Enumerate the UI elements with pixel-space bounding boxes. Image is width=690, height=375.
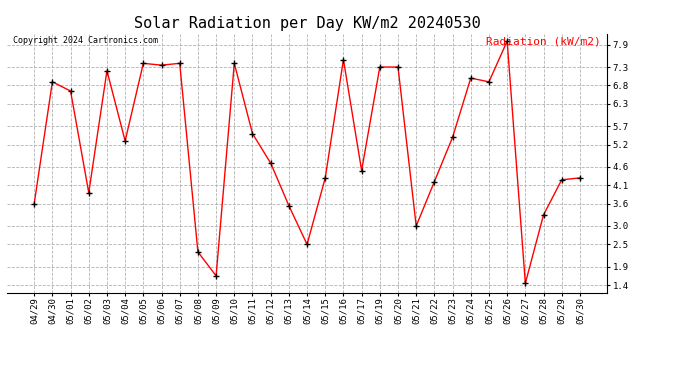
Text: Copyright 2024 Cartronics.com: Copyright 2024 Cartronics.com <box>13 36 158 45</box>
Title: Solar Radiation per Day KW/m2 20240530: Solar Radiation per Day KW/m2 20240530 <box>134 16 480 31</box>
Text: Radiation (kW/m2): Radiation (kW/m2) <box>486 36 601 46</box>
